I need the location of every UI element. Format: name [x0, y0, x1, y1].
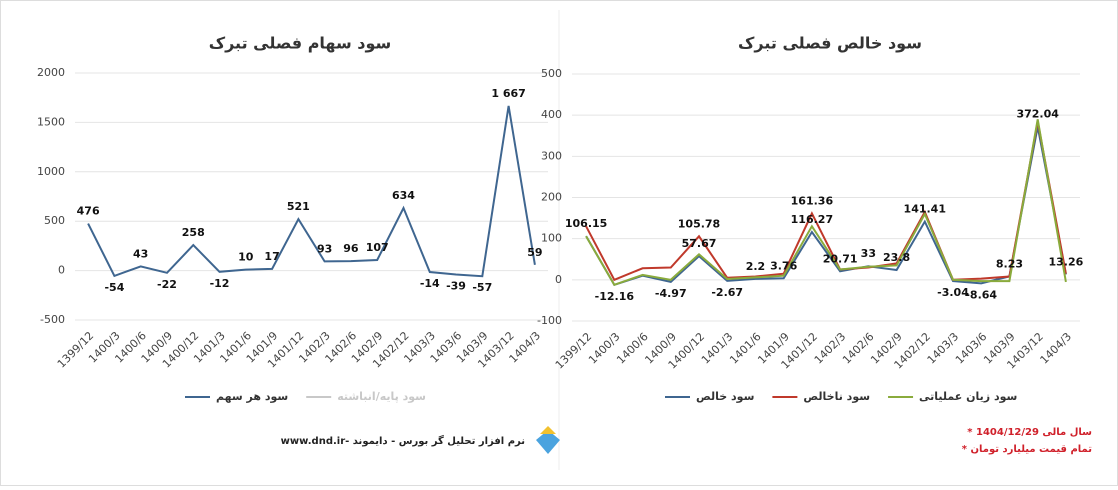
- y-tick-label: 1000: [37, 165, 65, 178]
- data-label: 106.15: [565, 217, 607, 230]
- data-label: -2.67: [711, 286, 743, 299]
- data-label: 13.26: [1048, 255, 1083, 268]
- legend-label: سود پایه/انباشته: [337, 390, 426, 403]
- data-label: 116.27: [791, 213, 833, 226]
- data-label: 3.76: [770, 259, 797, 272]
- logo: [536, 426, 560, 454]
- data-label: -4.97: [655, 287, 687, 300]
- y-tick-label: 500: [541, 67, 562, 80]
- chart-title: سود خالص فصلی تبرک: [738, 34, 922, 53]
- series-line: [87, 105, 536, 278]
- data-label: 107: [366, 241, 389, 254]
- data-label: 1 667: [491, 87, 525, 100]
- y-tick-label: 300: [541, 149, 562, 162]
- series-line: [585, 121, 1067, 282]
- y-tick-label: 2000: [37, 66, 65, 79]
- data-label: 23.8: [883, 251, 910, 264]
- y-tick-label: 0: [58, 264, 65, 277]
- y-tick-label: 0: [555, 273, 562, 286]
- data-label: 521: [287, 200, 310, 213]
- data-label: -12.16: [595, 290, 635, 303]
- data-label: -54: [104, 281, 124, 294]
- series-line: [585, 119, 1067, 287]
- data-label: -8.64: [965, 288, 997, 301]
- data-label: -57: [472, 281, 492, 294]
- legend-label: سود زیان عملیاتی: [919, 390, 1017, 403]
- y-tick-label: 200: [541, 191, 562, 204]
- data-label: 141.41: [904, 203, 946, 216]
- data-label: 105.78: [678, 217, 720, 230]
- note: * سال مالی 1404/12/29: [967, 427, 1092, 438]
- y-tick-label: -500: [40, 313, 65, 326]
- credit: www.dnd.ir- نرم افزار تحلیل گر بورس - دا…: [281, 434, 525, 447]
- y-tick-label: 100: [541, 232, 562, 245]
- data-label: 33: [861, 247, 876, 260]
- data-label: 258: [182, 226, 205, 239]
- data-label: -3.04: [937, 286, 969, 299]
- note: * تمام قیمت میلیارد تومان: [962, 444, 1092, 455]
- data-label: 10: [238, 251, 254, 264]
- y-tick-label: 1500: [37, 115, 65, 128]
- data-label: 96: [343, 242, 359, 255]
- data-label: 93: [317, 242, 332, 255]
- data-label: -39: [446, 279, 466, 292]
- data-label: 2.2: [746, 260, 766, 273]
- legend-label: سود هر سهم: [216, 390, 288, 403]
- series-line: [585, 126, 1067, 286]
- data-label: -12: [210, 277, 230, 290]
- data-label: -14: [420, 277, 440, 290]
- y-tick-label: 400: [541, 108, 562, 121]
- data-label: 59: [527, 246, 542, 259]
- legend-label: سود ناخالص: [803, 390, 870, 403]
- data-label: 161.36: [791, 194, 834, 207]
- data-label: 17: [264, 250, 279, 263]
- data-label: -22: [157, 278, 177, 291]
- data-label: 20.71: [823, 252, 858, 265]
- data-label: 476: [77, 205, 100, 218]
- data-label: 43: [133, 247, 148, 260]
- data-label: 57.67: [682, 237, 717, 250]
- y-tick-label: -100: [537, 314, 562, 327]
- y-tick-label: 500: [44, 214, 65, 227]
- chart-title: سود سهام فصلی تبرک: [209, 34, 392, 53]
- data-label: 372.04: [1016, 108, 1059, 121]
- data-label: 8.23: [996, 257, 1023, 270]
- data-label: 634: [392, 189, 415, 202]
- legend-label: سود خالص: [696, 390, 754, 403]
